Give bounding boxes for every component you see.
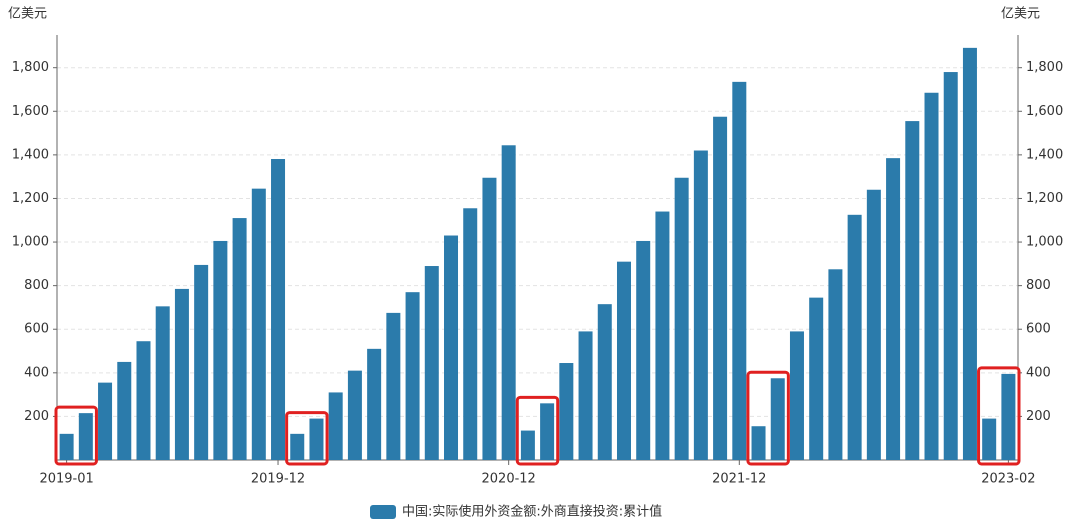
bar (328, 392, 343, 460)
bar (59, 433, 74, 460)
highlight-box (977, 366, 1021, 466)
bar (770, 378, 785, 460)
bar (444, 235, 459, 460)
y-tick-label: 400 (24, 365, 49, 380)
bar (943, 72, 958, 461)
bar (751, 426, 766, 460)
bar (828, 269, 843, 460)
y2-tick-label: 1,400 (1026, 147, 1063, 162)
y-tick-label: 1,800 (12, 60, 49, 75)
bar (463, 208, 478, 460)
bar (982, 418, 997, 460)
bar (809, 297, 824, 460)
highlight-box (746, 370, 790, 466)
bar (789, 331, 804, 460)
bar (174, 288, 189, 460)
bar (655, 211, 670, 460)
bar (213, 240, 228, 460)
bar (347, 370, 362, 460)
bar (674, 177, 689, 460)
y-tick-label: 600 (24, 322, 49, 337)
bar (713, 116, 728, 460)
x-tick-label: 2019-01 (39, 472, 93, 487)
bar (847, 214, 862, 460)
bar (924, 92, 939, 460)
bar (482, 177, 497, 460)
bar (194, 264, 209, 460)
y2-tick-label: 600 (1026, 322, 1051, 337)
bar (732, 81, 747, 460)
x-tick-label: 2019-12 (251, 472, 305, 487)
y-tick-label: 1,200 (12, 191, 49, 206)
bar (866, 189, 881, 460)
y-tick-label: 800 (24, 278, 49, 293)
y-tick-label: 1,600 (12, 104, 49, 119)
bar (962, 47, 977, 460)
highlight-box (285, 411, 329, 466)
bar (155, 306, 170, 460)
y2-unit: 亿美元 (1001, 7, 1040, 22)
bar (886, 158, 901, 460)
y2-tick-label: 1,600 (1026, 104, 1063, 119)
bar (616, 261, 631, 460)
y2-tick-label: 400 (1026, 365, 1051, 380)
y2-tick-label: 1,800 (1026, 60, 1063, 75)
bar (367, 348, 382, 460)
bar (136, 341, 151, 460)
y2-tick-label: 200 (1026, 409, 1051, 424)
bar (578, 331, 593, 460)
bar (1001, 373, 1016, 460)
x-tick-label: 2020-12 (482, 472, 536, 487)
bar (386, 312, 401, 460)
legend-label: 中国:实际使用外资金额:外商直接投资:累计值 (402, 504, 662, 520)
y-tick-label: 200 (24, 409, 49, 424)
y2-tick-label: 800 (1026, 278, 1051, 293)
bar (232, 218, 247, 460)
y2-tick-label: 1,000 (1026, 235, 1063, 250)
legend-swatch (370, 505, 396, 519)
bar (290, 433, 305, 460)
x-tick-label: 2023-02 (981, 472, 1035, 487)
y-tick-label: 1,000 (12, 235, 49, 250)
bar (309, 418, 324, 460)
bar (501, 145, 516, 461)
bar (540, 403, 555, 460)
y-tick-label: 1,400 (12, 147, 49, 162)
bar (271, 159, 286, 460)
y2-tick-label: 1,200 (1026, 191, 1063, 206)
bar (559, 363, 574, 460)
bar (405, 292, 420, 460)
bar (251, 188, 266, 460)
bar (636, 240, 651, 460)
bar (117, 361, 132, 460)
bar (693, 150, 708, 460)
bar (520, 430, 535, 460)
bar (597, 304, 612, 460)
bar (905, 121, 920, 460)
bar (98, 382, 113, 460)
bar (424, 266, 439, 460)
highlight-box (54, 405, 98, 466)
bar (78, 413, 93, 460)
x-tick-label: 2021-12 (712, 472, 766, 487)
highlight-box (515, 395, 560, 466)
y-unit: 亿美元 (8, 7, 47, 22)
